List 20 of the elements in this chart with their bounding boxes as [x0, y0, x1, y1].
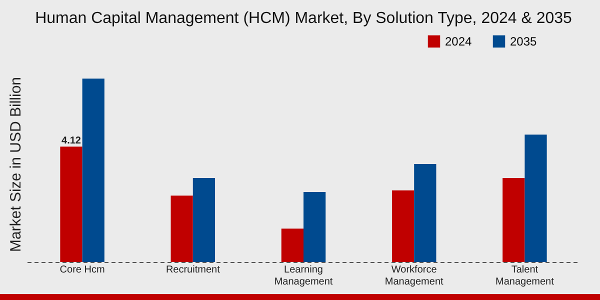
bar: [304, 192, 326, 262]
bar: [524, 134, 547, 262]
bar: [60, 146, 82, 262]
bar: [170, 196, 193, 262]
bar: [192, 178, 216, 262]
bar: [502, 178, 525, 262]
data-label: 4.12: [62, 136, 82, 147]
y-axis-title: Market Size in USD Billion: [8, 76, 24, 252]
bar: [414, 164, 436, 262]
legend-label: 2024: [445, 34, 472, 48]
chart-title: Human Capital Management (HCM) Market, By Solution Type, 2024 & 2035: [35, 10, 572, 27]
x-tick-label: Recruitment: [166, 264, 220, 276]
x-tick-label: Core Hcm: [60, 264, 105, 276]
legend-label: 2035: [510, 34, 538, 48]
bar: [82, 78, 104, 262]
bar: [392, 190, 414, 262]
x-tick-label: Learning Management: [274, 264, 333, 288]
x-tick-label: Workforce Management: [384, 264, 444, 288]
bar: [281, 228, 304, 262]
x-tick-label: Talent Management: [496, 264, 554, 288]
